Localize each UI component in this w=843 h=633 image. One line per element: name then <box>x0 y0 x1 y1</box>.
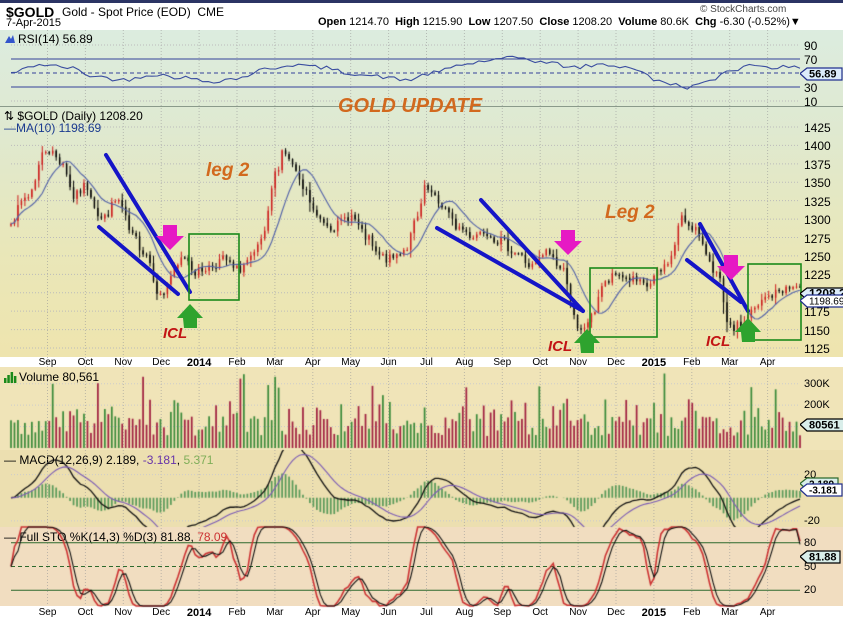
svg-text:80561: 80561 <box>809 419 840 431</box>
svg-text:1198.69: 1198.69 <box>809 296 843 307</box>
svg-text:81.88: 81.88 <box>809 551 837 563</box>
svg-text:56.89: 56.89 <box>809 68 837 80</box>
svg-text:-3.181: -3.181 <box>809 485 838 496</box>
